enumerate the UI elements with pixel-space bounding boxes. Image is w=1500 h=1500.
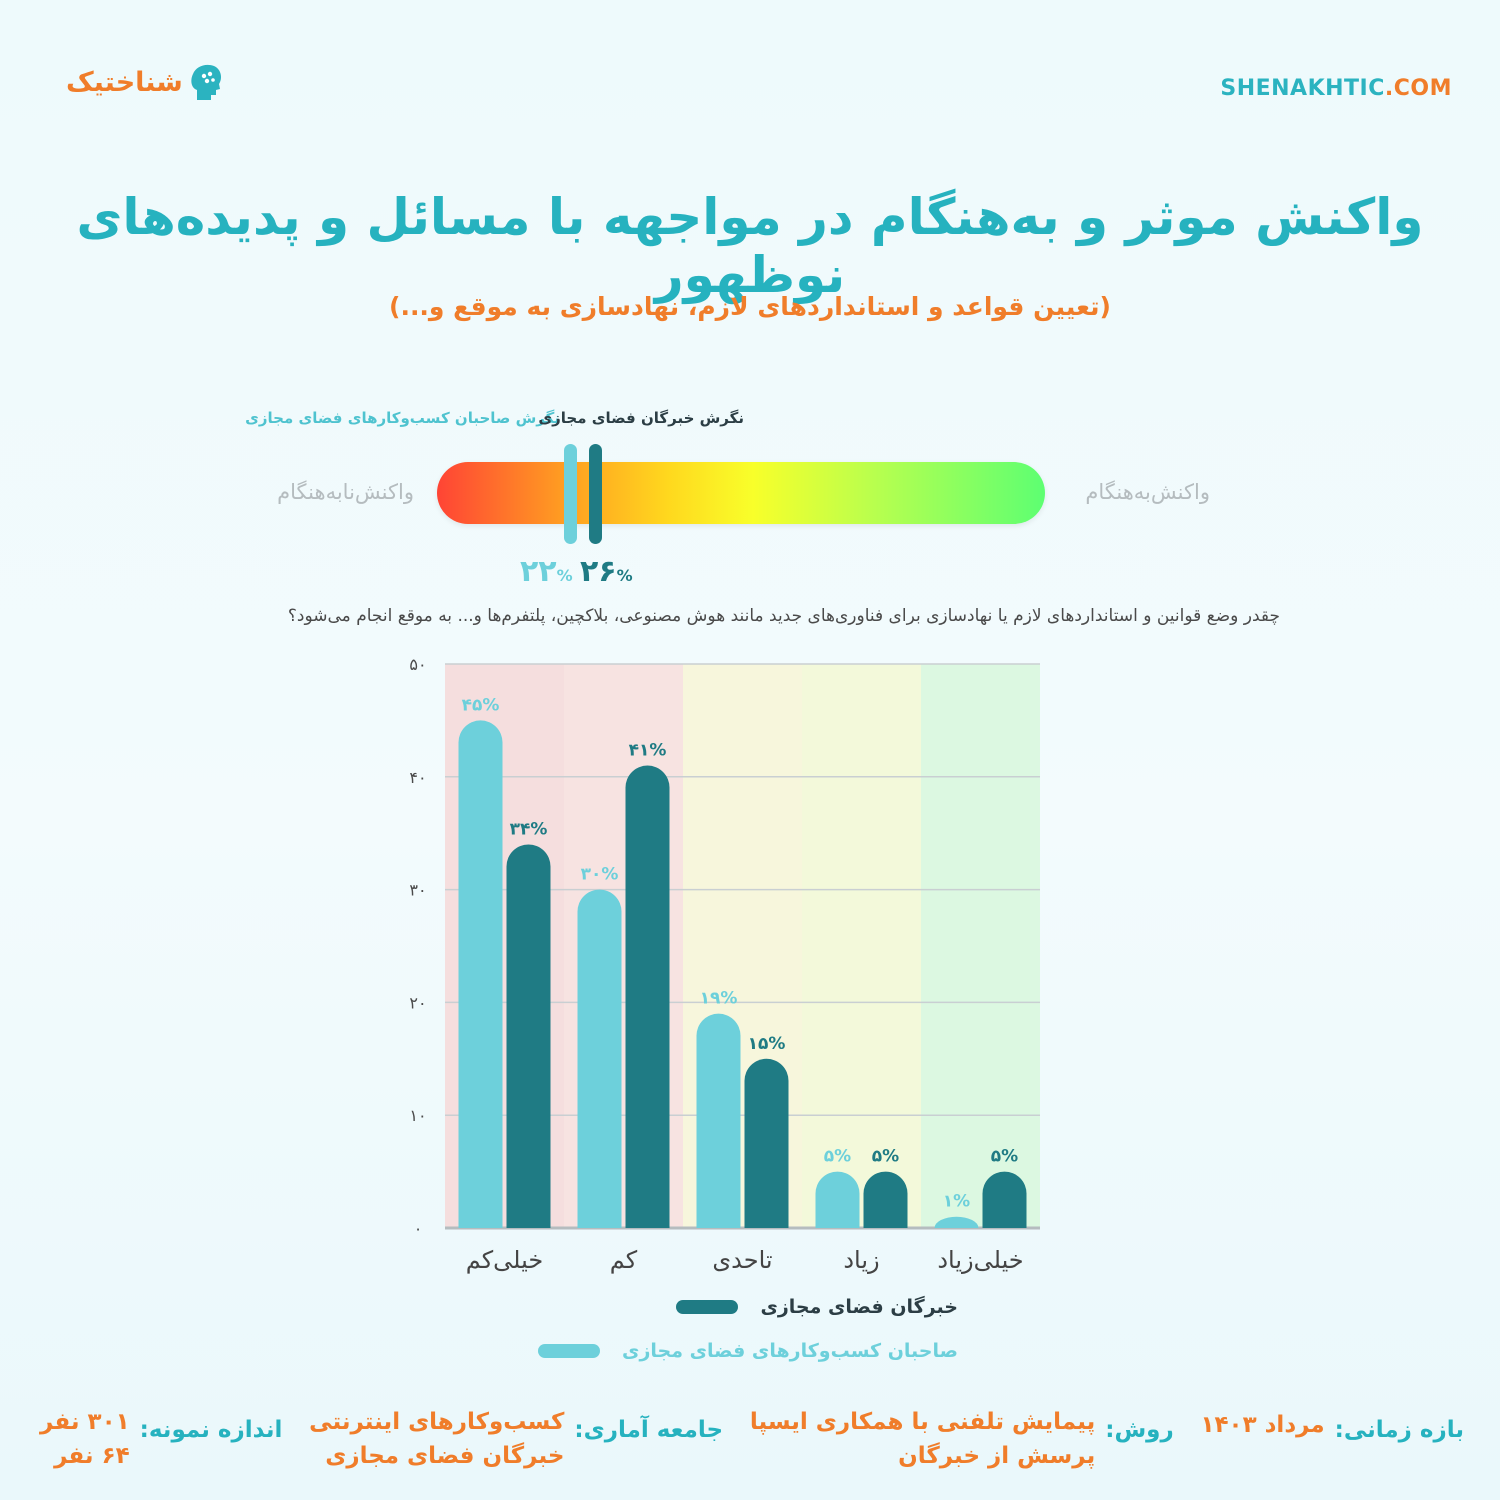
- marker-value-business: ۲۲%: [520, 554, 573, 589]
- y-tick-label: ۴۰: [409, 768, 426, 787]
- y-tick-label: ۱۰: [409, 1106, 426, 1125]
- bar-value-label: ۱%: [943, 1192, 970, 1212]
- footer-population: جامعه آماری: کسب‌وکارهای اینترنتی خبرگان…: [309, 1405, 723, 1473]
- footer-sample-line-1: ۳۰۱ نفر: [40, 1409, 130, 1435]
- bar-chart: ۰ ۱۰ ۲۰ ۳۰ ۴۰ ۵۰ ۴۵% ۳۴% خیلی‌کم ۳۰% ۴۱% کم ۱۹% ۱۵% تا…: [409, 655, 1040, 1274]
- bar-value-label: ۵%: [991, 1147, 1018, 1167]
- footer-period: بازه زمانی: مرداد ۱۴۰۳: [1200, 1405, 1464, 1443]
- gauge-right-label: واکنش‌به‌هنگام: [1085, 480, 1210, 504]
- bar: [577, 889, 622, 1228]
- bar: [982, 1171, 1027, 1228]
- brain-head-icon: [191, 64, 221, 100]
- marker-value-experts-number: ۲۶: [580, 554, 617, 589]
- y-tick-label: ۳۰: [409, 881, 426, 900]
- y-tick-label: ۵۰: [409, 655, 426, 674]
- site-main: SHENAKHTIC: [1220, 76, 1385, 101]
- footer-method-key: روش:: [1105, 1417, 1174, 1443]
- legend-item-experts: خبرگان فضای مجازی: [676, 1296, 958, 1318]
- bar: [458, 720, 503, 1228]
- bar-value-label: ۱۵%: [748, 1034, 786, 1054]
- bar: [625, 765, 670, 1228]
- bar: [744, 1058, 789, 1228]
- bar-value-label: ۴۱%: [629, 741, 667, 761]
- x-tick-label: خیلی‌زیاد: [937, 1246, 1023, 1274]
- bar: [934, 1216, 979, 1228]
- gauge-bar: [437, 462, 1045, 524]
- footer-population-line-1: کسب‌وکارهای اینترنتی: [309, 1409, 565, 1435]
- footer-sample: اندازه نمونه: ۳۰۱ نفر ۶۴ نفر: [40, 1405, 282, 1473]
- survey-question: چقدر وضع قوانین و استانداردهای لازم یا ن…: [287, 606, 1280, 626]
- bar: [506, 844, 551, 1228]
- bar-value-label: ۴۵%: [462, 695, 500, 715]
- marker-label-business: نگرش صاحبان کسب‌وکارهای فضای مجازی: [245, 409, 560, 427]
- bar: [863, 1171, 908, 1228]
- marker-value-business-number: ۲۲: [520, 554, 557, 589]
- category-band: [802, 664, 921, 1228]
- footer-population-value: کسب‌وکارهای اینترنتی خبرگان فضای مجازی: [309, 1405, 564, 1473]
- brand-logo[interactable]: شناختیک: [66, 62, 223, 102]
- x-tick-label: زیاد: [843, 1246, 879, 1274]
- bar-value-label: ۵%: [872, 1147, 899, 1167]
- marker-label-experts: نگرش خبرگان فضای مجازی: [538, 409, 744, 427]
- page-subtitle: (تعیین قواعد و استانداردهای لازم، نهادسا…: [389, 292, 1111, 321]
- bar: [696, 1013, 741, 1228]
- brand-name: شناختیک: [66, 66, 183, 98]
- gauge-left-label: واکنش‌نابه‌هنگام: [277, 480, 414, 504]
- legend-item-business: صاحبان کسب‌وکارهای فضای مجازی: [538, 1340, 958, 1362]
- page-title: واکنش موثر و به‌هنگام در مواجهه با مسائل…: [76, 188, 1424, 304]
- footer-period-value: مرداد ۱۴۰۳: [1200, 1412, 1325, 1438]
- marker-value-experts: ۲۶%: [580, 554, 633, 589]
- legend-swatch-business: [538, 1344, 601, 1358]
- bar-value-label: ۳۰%: [581, 865, 619, 885]
- y-tick-label: ۰: [414, 1219, 423, 1238]
- timeliness-gauge: [437, 444, 1045, 544]
- footer-population-key: جامعه آماری:: [574, 1417, 724, 1443]
- bar-value-label: ۱۹%: [700, 989, 738, 1009]
- site-tld: .COM: [1384, 76, 1452, 101]
- bar: [815, 1171, 860, 1228]
- x-tick-label: خیلی‌کم: [466, 1246, 543, 1274]
- marker-value-experts-sign: %: [616, 566, 633, 585]
- footer-method-value: پیمایش تلفنی با همکاری ایسپا پرسش از خبر…: [750, 1405, 1095, 1473]
- survey-footer: بازه زمانی: مرداد ۱۴۰۳ روش: پیمایش تلفنی…: [40, 1405, 1464, 1473]
- footer-population-line-2: خبرگان فضای مجازی: [325, 1443, 565, 1469]
- footer-method: روش: پیمایش تلفنی با همکاری ایسپا پرسش ا…: [750, 1405, 1174, 1473]
- site-url[interactable]: SHENAKHTIC.COM: [1220, 76, 1452, 101]
- legend-label-experts: خبرگان فضای مجازی: [760, 1296, 958, 1318]
- marker-value-business-sign: %: [556, 566, 573, 585]
- footer-period-key: بازه زمانی:: [1334, 1417, 1464, 1443]
- gauge-marker-experts: [588, 444, 602, 544]
- y-tick-label: ۲۰: [409, 993, 426, 1012]
- legend-swatch-experts: [676, 1300, 739, 1314]
- footer-sample-line-2: ۶۴ نفر: [54, 1443, 130, 1469]
- footer-method-line-2: پرسش از خبرگان: [898, 1443, 1096, 1469]
- footer-sample-key: اندازه نمونه:: [139, 1417, 283, 1443]
- footer-method-line-1: پیمایش تلفنی با همکاری ایسپا: [749, 1409, 1096, 1435]
- x-tick-label: کم: [610, 1246, 638, 1274]
- bar-value-label: ۳۴%: [510, 819, 548, 839]
- bar-value-label: ۵%: [824, 1147, 851, 1167]
- footer-sample-value: ۳۰۱ نفر ۶۴ نفر: [40, 1405, 130, 1473]
- gauge-marker-business: [564, 444, 578, 544]
- legend-label-business: صاحبان کسب‌وکارهای فضای مجازی: [622, 1340, 958, 1362]
- category-band: [921, 664, 1040, 1228]
- x-tick-label: تاحدی: [712, 1246, 772, 1274]
